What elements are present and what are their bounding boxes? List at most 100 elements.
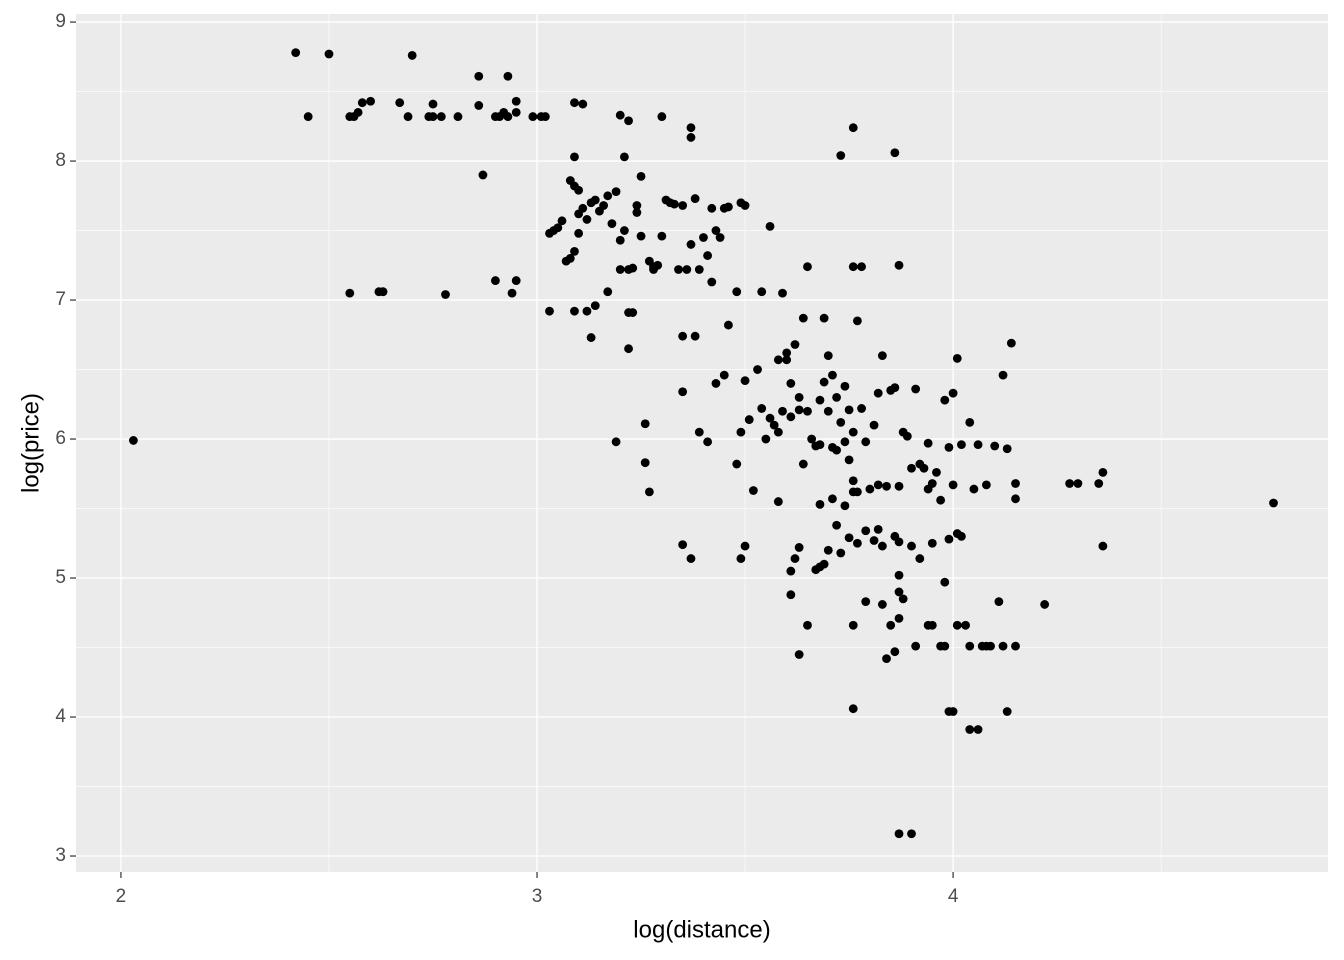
point	[436, 112, 446, 121]
point	[877, 600, 887, 609]
point	[765, 221, 775, 231]
point	[757, 287, 767, 297]
point	[865, 484, 875, 494]
point	[794, 543, 804, 552]
point	[603, 287, 613, 297]
point	[441, 290, 450, 299]
point	[474, 71, 484, 81]
point	[861, 597, 871, 607]
point	[603, 191, 613, 201]
point	[748, 486, 758, 495]
point	[853, 316, 862, 326]
point	[324, 49, 334, 59]
point	[503, 112, 513, 121]
point	[357, 98, 367, 108]
point	[690, 331, 700, 341]
point	[711, 226, 721, 235]
point	[707, 277, 717, 287]
point	[620, 226, 629, 235]
point	[927, 538, 937, 548]
point	[640, 458, 650, 468]
point	[636, 171, 646, 181]
point	[794, 392, 804, 402]
point	[736, 554, 746, 563]
point	[819, 377, 829, 387]
point	[927, 620, 937, 630]
point	[711, 379, 721, 388]
point	[823, 406, 833, 416]
point	[478, 170, 488, 180]
point	[428, 99, 438, 109]
point	[848, 487, 858, 497]
point	[940, 577, 950, 587]
y-tick-label: 8	[55, 150, 66, 171]
point	[848, 123, 858, 133]
point	[990, 441, 1000, 451]
y-tick-label: 9	[55, 11, 66, 32]
point	[686, 554, 696, 563]
point	[757, 404, 767, 413]
point	[657, 112, 667, 121]
point	[923, 438, 933, 448]
point	[877, 351, 887, 361]
point	[919, 463, 929, 473]
point	[557, 216, 567, 226]
point	[782, 355, 792, 365]
y-tick-label: 3	[55, 845, 66, 866]
point	[1040, 600, 1050, 609]
point	[998, 641, 1008, 651]
point	[553, 223, 563, 233]
x-axis-title: log(distance)	[633, 916, 770, 943]
point	[669, 199, 679, 209]
point	[574, 185, 584, 195]
point	[890, 148, 900, 158]
point	[570, 98, 579, 108]
point	[453, 112, 463, 121]
point	[832, 392, 842, 402]
point	[832, 520, 842, 530]
point	[732, 287, 742, 297]
point	[944, 442, 954, 452]
point	[699, 233, 708, 242]
point	[345, 288, 355, 298]
point	[882, 481, 891, 491]
y-tick-label: 7	[55, 289, 66, 310]
point	[570, 306, 579, 316]
point	[353, 108, 363, 117]
point	[894, 587, 904, 597]
point	[848, 476, 858, 486]
point	[815, 499, 825, 509]
point	[511, 96, 521, 106]
point	[615, 110, 625, 120]
point	[545, 306, 554, 316]
point	[1002, 707, 1012, 716]
point	[948, 707, 958, 716]
points	[129, 48, 1278, 839]
point	[932, 467, 941, 477]
point	[857, 404, 866, 413]
point	[965, 641, 975, 651]
point	[507, 288, 517, 298]
point	[844, 405, 854, 415]
point	[615, 235, 625, 245]
point	[794, 405, 804, 415]
point	[848, 704, 858, 714]
point	[803, 262, 812, 272]
point	[740, 201, 750, 210]
point	[765, 413, 775, 423]
point	[599, 201, 608, 210]
point	[969, 484, 979, 494]
point	[965, 725, 975, 734]
point	[836, 548, 846, 558]
point	[790, 554, 800, 563]
point	[998, 370, 1008, 380]
point	[957, 440, 966, 449]
point	[686, 123, 696, 133]
point	[657, 231, 667, 241]
point	[819, 313, 829, 323]
point	[703, 251, 713, 260]
point	[291, 48, 301, 58]
x-tick-label: 4	[948, 886, 959, 907]
point	[832, 445, 842, 455]
